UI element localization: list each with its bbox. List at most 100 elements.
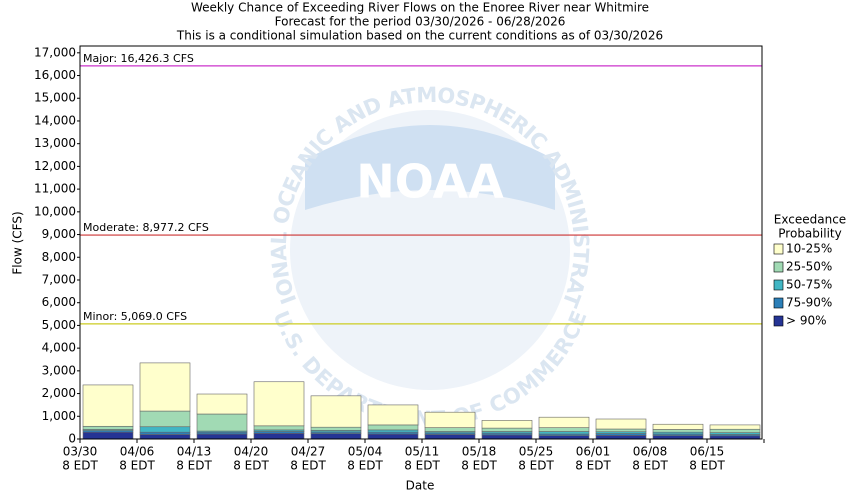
bar-segment <box>481 434 533 440</box>
bar-segment <box>310 395 362 428</box>
title-line: Forecast for the period 03/30/2026 - 06/… <box>275 15 566 29</box>
y-axis-title: Flow (CFS) <box>11 211 25 274</box>
bar-segment <box>424 411 476 428</box>
legend-title: Probability <box>778 227 841 241</box>
legend-label: 75-90% <box>786 296 832 310</box>
y-tick-label: 16,000 <box>34 68 76 82</box>
y-tick-label: 14,000 <box>34 113 76 127</box>
x-tick-sublabel: 8 EDT <box>689 459 725 473</box>
legend-swatch <box>773 261 784 273</box>
bar-segment <box>538 431 590 435</box>
y-tick-label: 15,000 <box>34 91 76 105</box>
y-tick-label: 11,000 <box>34 182 76 196</box>
bar-segment <box>652 429 704 433</box>
x-tick-sublabel: 8 EDT <box>404 459 440 473</box>
threshold-label: Moderate: 8,977.2 CFS <box>83 221 209 234</box>
x-tick-label: 05/18 <box>462 445 497 459</box>
bar-segment <box>253 381 305 427</box>
y-tick-label: 5,000 <box>42 318 76 332</box>
bar-segment <box>367 404 419 426</box>
x-tick-label: 04/13 <box>177 445 212 459</box>
y-tick-label: 7,000 <box>42 272 76 286</box>
watermark-shape <box>305 125 555 210</box>
legend-label: 50-75% <box>786 278 832 292</box>
bar-segment <box>196 393 248 415</box>
bar-segment <box>139 426 191 433</box>
legend-swatch <box>773 297 784 309</box>
legend-swatch <box>773 243 784 255</box>
bar-segment <box>481 420 533 429</box>
plot-frame <box>79 45 763 440</box>
x-tick-sublabel: 8 EDT <box>119 459 155 473</box>
y-tick-label: 4,000 <box>42 341 76 355</box>
x-tick-label: 04/27 <box>291 445 326 459</box>
bar-segment <box>595 435 647 440</box>
bar-segment <box>196 433 248 440</box>
y-tick-label: 10,000 <box>34 204 76 218</box>
x-tick-sublabel: 8 EDT <box>575 459 611 473</box>
legend-label: > 90% <box>786 314 827 328</box>
bar-segment <box>253 425 305 431</box>
bar-segment <box>538 435 590 440</box>
bar-segment <box>139 434 191 440</box>
bar-segment <box>253 433 305 440</box>
legend-swatch <box>773 315 784 327</box>
bar-segment <box>310 426 362 431</box>
watermark-logo: NOAA <box>356 155 504 209</box>
y-tick-label: 17,000 <box>34 45 76 59</box>
bar-segment <box>196 413 248 432</box>
bar-segment <box>709 428 761 433</box>
bar-segment <box>367 429 419 433</box>
bar-segment <box>652 423 704 430</box>
x-tick-label: 06/01 <box>576 445 611 459</box>
x-tick-sublabel: 8 EDT <box>461 459 497 473</box>
bar-segment <box>424 427 476 432</box>
bar-segment <box>367 424 419 431</box>
x-tick-sublabel: 8 EDT <box>62 459 98 473</box>
bar-segment <box>82 384 134 427</box>
x-tick-label: 05/25 <box>519 445 554 459</box>
x-tick-sublabel: 8 EDT <box>233 459 269 473</box>
x-tick-label: 04/20 <box>234 445 269 459</box>
x-axis-title: Date <box>406 479 435 493</box>
legend-label: 10-25% <box>786 242 832 256</box>
x-tick-sublabel: 8 EDT <box>176 459 212 473</box>
x-tick-label: 05/11 <box>405 445 440 459</box>
bar-segment <box>139 410 191 428</box>
bar-segment <box>652 435 704 440</box>
x-tick-label: 06/08 <box>633 445 668 459</box>
bar-segment <box>481 427 533 432</box>
bar-segment <box>139 362 191 412</box>
x-tick-sublabel: 8 EDT <box>632 459 668 473</box>
bar-segment <box>139 431 191 435</box>
bar-segment <box>367 433 419 440</box>
x-tick-label: 03/30 <box>63 445 98 459</box>
legend-swatch <box>773 279 784 291</box>
bar-segment <box>310 433 362 440</box>
bar-segment <box>82 425 134 430</box>
threshold-label: Minor: 5,069.0 CFS <box>83 310 187 323</box>
threshold-label: Major: 16,426.3 CFS <box>83 52 194 65</box>
bar-segment <box>595 418 647 430</box>
bar-segment <box>82 431 134 440</box>
x-tick-sublabel: 8 EDT <box>347 459 383 473</box>
y-tick-label: 9,000 <box>42 227 76 241</box>
y-tick-label: 0 <box>68 432 76 446</box>
bar-segment <box>424 434 476 440</box>
x-tick-label: 05/04 <box>348 445 383 459</box>
title-line: Weekly Chance of Exceeding River Flows o… <box>191 1 649 15</box>
y-tick-label: 13,000 <box>34 136 76 150</box>
y-tick-label: 6,000 <box>42 295 76 309</box>
x-tick-label: 06/15 <box>690 445 725 459</box>
x-tick-sublabel: 8 EDT <box>290 459 326 473</box>
bar-segment <box>709 424 761 430</box>
bar-segment <box>595 428 647 433</box>
legend-label: 25-50% <box>786 260 832 274</box>
bar-segment <box>538 427 590 432</box>
y-tick-label: 8,000 <box>42 250 76 264</box>
y-tick-label: 12,000 <box>34 159 76 173</box>
y-tick-label: 2,000 <box>42 386 76 400</box>
y-tick-label: 3,000 <box>42 363 76 377</box>
bar-segment <box>538 416 590 428</box>
